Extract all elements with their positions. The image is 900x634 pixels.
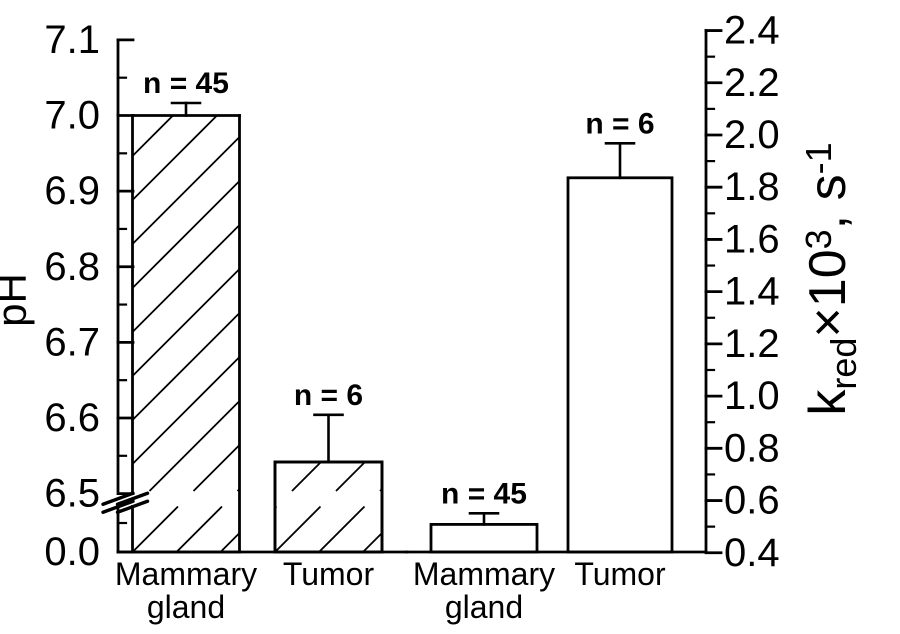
svg-text:n = 6: n = 6 (294, 379, 363, 412)
svg-text:Tumor: Tumor (574, 556, 666, 592)
svg-text:0.0: 0.0 (44, 530, 100, 574)
svg-text:0.8: 0.8 (724, 426, 780, 470)
svg-text:1.8: 1.8 (724, 165, 780, 209)
svg-text:n = 6: n = 6 (585, 107, 654, 140)
svg-text:gland: gland (147, 589, 225, 625)
svg-text:Tumor: Tumor (283, 556, 375, 592)
svg-text:6.5: 6.5 (44, 472, 100, 516)
svg-text:n = 45: n = 45 (143, 67, 229, 100)
svg-text:pH: pH (0, 273, 35, 327)
svg-text:gland: gland (445, 589, 523, 625)
svg-text:1.6: 1.6 (724, 217, 780, 261)
svg-text:Mammary: Mammary (413, 556, 555, 592)
svg-text:6.7: 6.7 (44, 320, 100, 364)
svg-text:6.8: 6.8 (44, 245, 100, 289)
svg-text:n = 45: n = 45 (441, 477, 527, 510)
svg-text:kred×103, s-1: kred×103, s-1 (798, 142, 864, 415)
svg-text:2.0: 2.0 (724, 113, 780, 157)
svg-text:0.6: 0.6 (724, 479, 780, 523)
svg-text:6.6: 6.6 (44, 396, 100, 440)
svg-text:1.0: 1.0 (724, 374, 780, 418)
svg-text:0.4: 0.4 (724, 531, 780, 575)
svg-text:2.2: 2.2 (724, 61, 780, 105)
svg-text:6.9: 6.9 (44, 169, 100, 213)
svg-text:Mammary: Mammary (115, 556, 257, 592)
svg-text:1.4: 1.4 (724, 270, 780, 314)
svg-text:7.0: 7.0 (44, 94, 100, 138)
svg-text:7.1: 7.1 (44, 18, 100, 62)
svg-text:2.4: 2.4 (724, 9, 780, 53)
svg-text:1.2: 1.2 (724, 322, 780, 366)
